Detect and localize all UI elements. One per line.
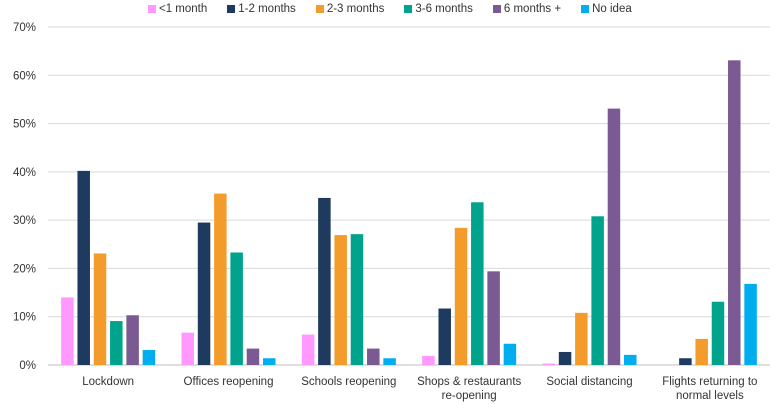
bar-offices-reopening-4 — [246, 348, 260, 365]
legend-item: 6 months + — [492, 3, 562, 15]
bar-social-distancing-2 — [575, 312, 588, 365]
bar-offices-reopening-3 — [230, 252, 243, 365]
legend-label: 3-6 months — [415, 3, 473, 15]
legend-item: <1 month — [148, 3, 207, 15]
legend-label: 2-3 months — [326, 3, 385, 15]
legend-label: <1 month — [159, 3, 208, 15]
bar-shops-restaurants-1 — [438, 308, 451, 365]
bar-social-distancing-0 — [542, 363, 555, 365]
bar-schools-reopening-3 — [350, 234, 364, 365]
bar-social-distancing-1 — [558, 351, 572, 365]
y-tick-label: 10% — [13, 312, 36, 324]
bar-flights-returning-to-2 — [695, 338, 708, 365]
bar-flights-returning-to-1 — [679, 358, 692, 365]
legend-swatch — [404, 5, 413, 13]
legend-swatch — [581, 5, 590, 13]
legend-item: 1-2 months — [227, 3, 296, 15]
bar-shops-restaurants-3 — [471, 202, 484, 365]
bar-offices-reopening-0 — [181, 332, 194, 365]
bar-flights-returning-to-3 — [711, 301, 725, 365]
bar-offices-reopening-1 — [197, 222, 211, 365]
y-tick-label: 20% — [13, 263, 36, 275]
legend-item: 3-6 months — [404, 3, 473, 15]
bar-social-distancing-5 — [624, 354, 637, 365]
legend-swatch — [315, 5, 324, 13]
legend-item: No idea — [581, 3, 632, 15]
x-tick-label: Offices reopening — [184, 376, 274, 388]
legend-label: No idea — [592, 3, 632, 15]
legend-label: 1-2 months — [238, 3, 296, 15]
bar-offices-reopening-2 — [214, 193, 227, 365]
bar-schools-reopening-1 — [318, 197, 331, 365]
bar-lockdown-5 — [142, 350, 156, 365]
x-tick-label: Shops & restaurants re-opening — [417, 376, 521, 402]
bar-schools-reopening-4 — [367, 348, 380, 365]
bar-shops-restaurants-4 — [487, 271, 500, 365]
legend-swatch — [227, 5, 236, 13]
bar-lockdown-0 — [61, 297, 74, 365]
bar-schools-reopening-0 — [301, 334, 315, 365]
bar-flights-returning-to-5 — [744, 283, 757, 365]
bar-lockdown-4 — [126, 315, 139, 365]
x-tick-label: Flights returning to normal levels — [662, 376, 757, 402]
bar-lockdown-1 — [77, 170, 90, 365]
legend-swatch — [492, 5, 501, 13]
bar-shops-restaurants-2 — [454, 227, 468, 365]
y-tick-label: 50% — [13, 119, 36, 131]
legend-label: 6 months + — [503, 3, 562, 15]
bar-schools-reopening-2 — [334, 235, 347, 365]
chart-legend: <1 month 1-2 months 2-3 months 3-6 months 6 … — [148, 2, 652, 16]
y-tick-label: 30% — [13, 215, 36, 227]
bar-shops-restaurants-5 — [503, 343, 517, 365]
bar-lockdown-2 — [93, 253, 107, 365]
y-tick-label: 0% — [19, 360, 36, 372]
y-tick-label: 60% — [13, 70, 36, 82]
bar-offices-reopening-5 — [263, 358, 276, 365]
x-tick-label: Social distancing — [546, 376, 632, 388]
x-tick-label: Lockdown — [82, 376, 134, 388]
bar-flights-returning-to-4 — [728, 60, 741, 366]
y-tick-label: 40% — [13, 167, 36, 179]
bar-social-distancing-4 — [607, 108, 621, 366]
bar-lockdown-3 — [110, 321, 123, 365]
bar-schools-reopening-5 — [383, 358, 396, 365]
legend-item: 2-3 months — [315, 3, 385, 15]
x-tick-label: Schools reopening — [301, 376, 396, 388]
legend-swatch — [148, 5, 156, 13]
y-tick-label: 70% — [13, 22, 36, 34]
bar-shops-restaurants-0 — [422, 355, 435, 365]
bar-social-distancing-3 — [591, 216, 604, 365]
